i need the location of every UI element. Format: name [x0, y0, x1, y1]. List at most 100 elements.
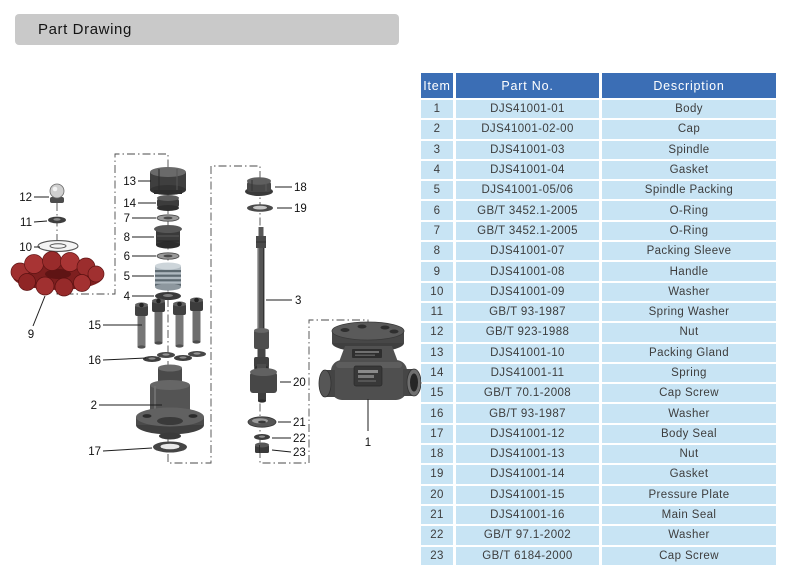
parts-table-rows: 1 DJS41001-01 Body 2 DJS41001-02-00 Cap 3 DJS41… — [421, 100, 776, 565]
cell-part-no: DJS41001-07 — [456, 242, 599, 261]
part-23-cap-screw — [255, 442, 269, 453]
cell-item: 22 — [421, 526, 453, 545]
cell-part-no: DJS41001-04 — [456, 160, 599, 180]
cell-description: Gasket — [602, 465, 776, 484]
cell-part-no: DJS41001-12 — [456, 424, 599, 444]
cell-part-no: GB/T 97.1-2002 — [456, 526, 599, 545]
table-row: 18 DJS41001-13 Nut — [421, 445, 776, 464]
callout-7: 7 — [124, 213, 130, 225]
callout-14: 14 — [123, 198, 136, 210]
callout-19: 19 — [294, 203, 307, 215]
callout-4: 4 — [124, 291, 131, 303]
cell-item: 14 — [421, 363, 453, 383]
part-18-nut — [245, 177, 273, 196]
cell-part-no: DJS41001-01 — [456, 100, 599, 119]
cell-item: 19 — [421, 465, 453, 484]
table-row: 13 DJS41001-10 Packing Gland — [421, 343, 776, 362]
exploded-parts-diagram: 12 11 10 9 13 14 7 8 6 5 4 15 16 2 17 18… — [10, 153, 422, 464]
table-row: 19 DJS41001-14 Gasket — [421, 465, 776, 484]
part-5-spindle-packing — [155, 262, 181, 291]
part-20-pressure-plate — [250, 364, 277, 403]
cell-item: 1 — [421, 100, 453, 119]
part-2-cap — [136, 364, 204, 440]
callout-2: 2 — [91, 400, 97, 412]
table-row: 20 DJS41001-15 Pressure Plate — [421, 485, 776, 504]
cell-item: 8 — [421, 242, 453, 261]
cell-item: 10 — [421, 282, 453, 301]
table-row: 17 DJS41001-12 Body Seal — [421, 424, 776, 444]
cell-item: 17 — [421, 424, 453, 444]
cell-part-no: DJS41001-03 — [456, 140, 599, 159]
cell-description: Nut — [602, 445, 776, 464]
callout-23: 23 — [293, 447, 306, 459]
cell-item: 6 — [421, 201, 453, 220]
cell-description: Spring — [602, 363, 776, 383]
cell-part-no: DJS41001-11 — [456, 363, 599, 383]
part-8-packing-sleeve — [154, 225, 182, 249]
table-row: 16 GB/T 93-1987 Washer — [421, 404, 776, 423]
page-title: Part Drawing — [15, 14, 399, 45]
cell-item: 9 — [421, 262, 453, 281]
callout-12: 12 — [19, 192, 32, 204]
callout-20: 20 — [293, 377, 306, 389]
table-row: 6 GB/T 3452.1-2005 O-Ring — [421, 201, 776, 220]
cell-item: 12 — [421, 323, 453, 342]
table-row: 5 DJS41001-05/06 Spindle Packing — [421, 181, 776, 200]
cell-description: Cap Screw — [602, 384, 776, 403]
callout-16: 16 — [88, 355, 101, 367]
part-21-main-seal — [247, 416, 277, 428]
cell-description: Handle — [602, 262, 776, 281]
table-row: 23 GB/T 6184-2000 Cap Screw — [421, 546, 776, 565]
header-description: Description — [602, 73, 776, 98]
assembly-axis-lines — [56, 153, 369, 464]
table-row: 4 DJS41001-04 Gasket — [421, 160, 776, 180]
part-6-o-ring — [156, 252, 180, 260]
leader-lines — [32, 180, 369, 453]
part-10-washer — [37, 240, 79, 252]
part-9-handle — [10, 251, 105, 297]
cell-part-no: DJS41001-16 — [456, 505, 599, 525]
part-3-spindle — [254, 227, 269, 371]
table-row: 10 DJS41001-09 Washer — [421, 282, 776, 301]
cell-part-no: DJS41001-13 — [456, 445, 599, 464]
callout-11: 11 — [20, 217, 32, 229]
cell-description: Body — [602, 100, 776, 119]
part-7-o-ring — [156, 214, 180, 222]
callout-21: 21 — [293, 417, 306, 429]
cell-part-no: GB/T 93-1987 — [456, 404, 599, 423]
cell-description: Packing Sleeve — [602, 242, 776, 261]
table-row: 21 DJS41001-16 Main Seal — [421, 505, 776, 525]
parts-table: Item Part No. Description 1 DJS41001-01 Bo… — [421, 73, 782, 565]
cell-item: 3 — [421, 140, 453, 159]
callout-1: 1 — [365, 437, 371, 449]
callout-18: 18 — [294, 182, 307, 194]
cell-description: Nut — [602, 323, 776, 342]
header-part-no: Part No. — [456, 73, 599, 98]
cell-description: Cap Screw — [602, 546, 776, 565]
cell-description: Washer — [602, 282, 776, 301]
cell-item: 16 — [421, 404, 453, 423]
cell-part-no: GB/T 923-1988 — [456, 323, 599, 342]
cell-part-no: GB/T 3452.1-2005 — [456, 201, 599, 220]
cell-item: 2 — [421, 120, 453, 139]
part-14-spring — [157, 195, 179, 211]
cell-item: 11 — [421, 302, 453, 322]
table-row: 12 GB/T 923-1988 Nut — [421, 323, 776, 342]
cell-description: Spindle Packing — [602, 181, 776, 200]
callout-9: 9 — [28, 329, 34, 341]
cell-item: 23 — [421, 546, 453, 565]
table-row: 3 DJS41001-03 Spindle — [421, 140, 776, 159]
cell-item: 20 — [421, 485, 453, 504]
cell-item: 15 — [421, 384, 453, 403]
cell-description: O-Ring — [602, 201, 776, 220]
part-11-spring-washer — [48, 216, 66, 224]
table-row: 11 GB/T 93-1987 Spring Washer — [421, 302, 776, 322]
table-row: 22 GB/T 97.1-2002 Washer — [421, 526, 776, 545]
part-22-washer — [254, 434, 270, 440]
cell-description: O-Ring — [602, 221, 776, 241]
part-13-packing-gland — [150, 167, 186, 195]
cell-item: 5 — [421, 181, 453, 200]
cell-part-no: DJS41001-10 — [456, 343, 599, 362]
cell-part-no: DJS41001-09 — [456, 282, 599, 301]
part-17-body-seal — [153, 441, 187, 453]
